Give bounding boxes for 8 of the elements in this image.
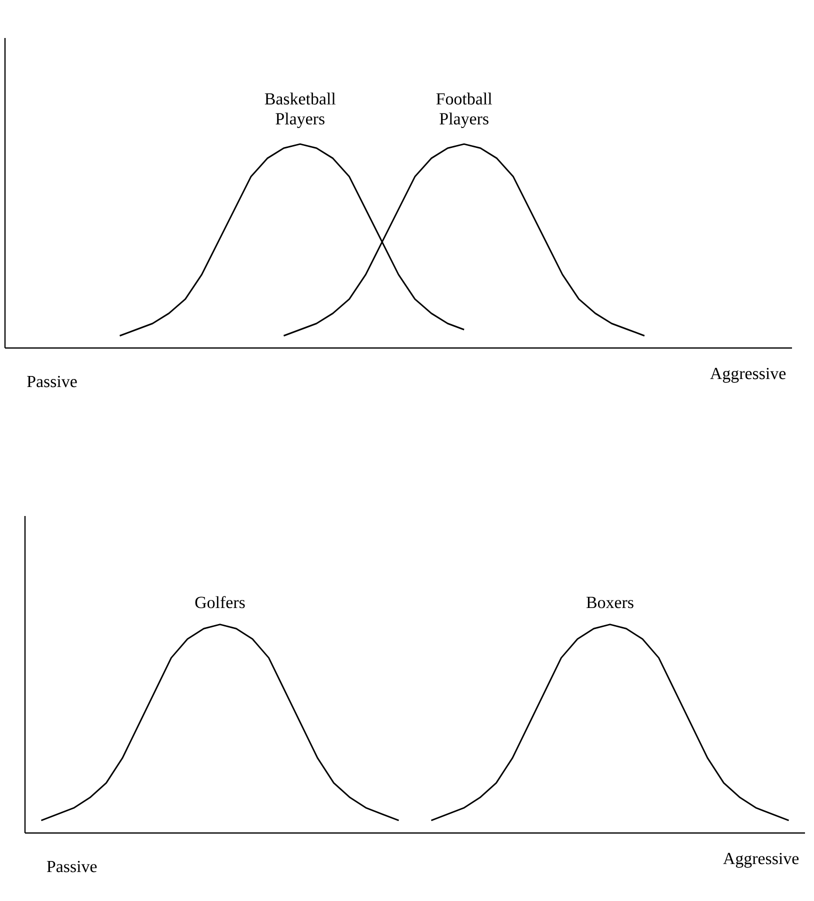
series-label: Basketball Players	[264, 92, 336, 128]
series-label: Golfers	[195, 596, 245, 608]
text: Passive	[27, 376, 77, 388]
series-label: Football Players	[436, 92, 492, 128]
text: Aggressive	[723, 852, 799, 868]
text: Passive	[46, 860, 97, 872]
series-label: Boxers	[586, 596, 634, 608]
text: Aggressive	[710, 368, 786, 383]
